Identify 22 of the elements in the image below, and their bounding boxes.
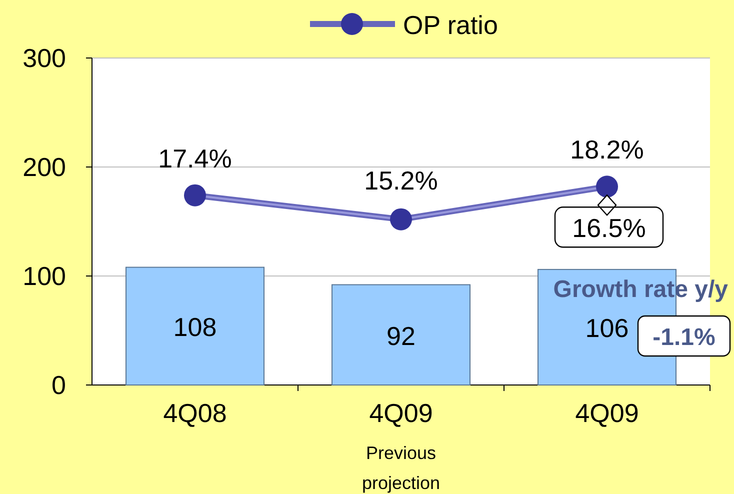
data-label: 17.4% bbox=[158, 143, 232, 174]
y-tick-label: 0 bbox=[52, 370, 66, 400]
x-tick-label: 4Q09 bbox=[369, 398, 433, 428]
bar bbox=[331, 284, 471, 386]
bar bbox=[125, 266, 265, 386]
text: Previous projection bbox=[362, 443, 440, 493]
data-label: 15.2% bbox=[364, 165, 438, 196]
y-tick-label: 200 bbox=[22, 152, 66, 182]
data-label: 16.5% bbox=[572, 213, 646, 244]
annotation: -1.1% bbox=[652, 324, 716, 351]
y-tick-label: 300 bbox=[22, 43, 66, 73]
y-tick-label: 100 bbox=[22, 261, 66, 291]
data-label: 18.2% bbox=[570, 134, 644, 165]
data-label: 92 bbox=[386, 320, 416, 351]
data-label: 106 bbox=[585, 313, 629, 344]
point bbox=[596, 176, 618, 198]
x-tick-label: 4Q09 bbox=[575, 398, 639, 428]
data-label: 108 bbox=[173, 312, 217, 342]
point bbox=[390, 208, 412, 230]
legend-label: OP ratio bbox=[403, 10, 498, 40]
x-tick-label: 4Q08 bbox=[163, 398, 227, 428]
point bbox=[184, 184, 206, 206]
